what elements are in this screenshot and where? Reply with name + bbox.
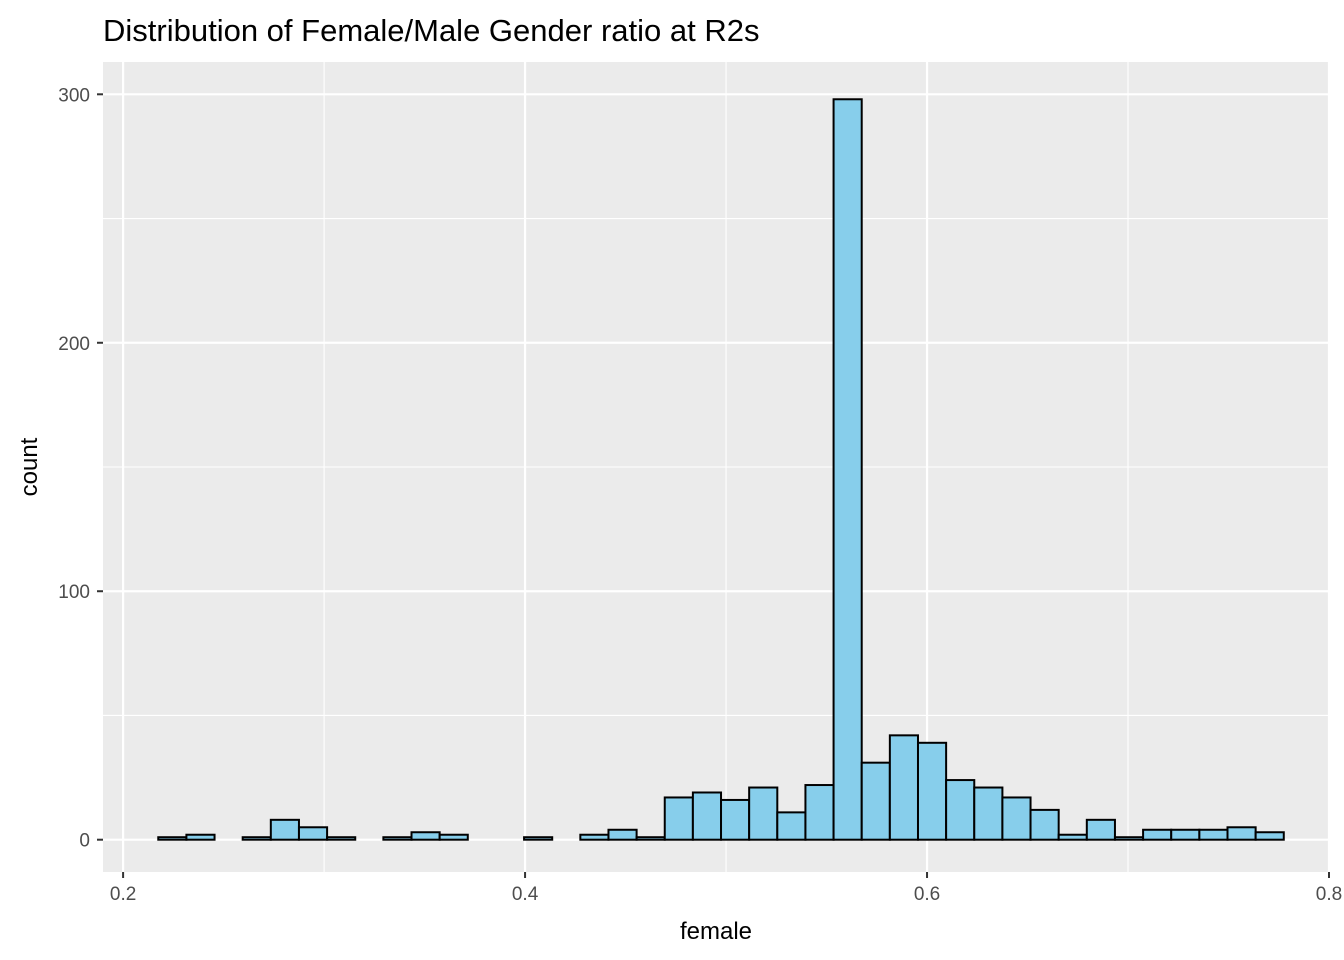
histogram-bar [860,761,891,841]
histogram-bar [382,836,413,841]
x-tick-label: 0.4 [512,884,539,905]
histogram-bar [269,818,300,841]
histogram-bar [1254,831,1285,841]
histogram-bar [691,791,723,841]
histogram-bars [157,98,1285,841]
y-tick-label: 300 [58,85,90,106]
y-axis: 0 100 200 300 [58,85,103,852]
histogram-bar [635,836,666,841]
histogram-bar [1170,828,1201,841]
x-tick-label: 0.6 [914,884,940,905]
histogram-bar [297,826,329,841]
histogram-bar [241,836,272,841]
histogram-bar [157,836,188,841]
histogram-bar [776,811,807,841]
histogram-bar [1142,828,1173,841]
histogram-bar [888,734,919,841]
histogram-bar [748,786,779,841]
histogram-bar [1085,818,1116,841]
y-tick-label: 100 [58,582,90,603]
x-tick-label: 0.2 [110,884,136,905]
histogram-bar [973,786,1004,841]
histogram-bar [185,833,216,841]
y-tick-label: 0 [79,831,90,852]
histogram-bar [1198,828,1229,841]
y-tick-label: 200 [58,334,90,355]
chart-title: Distribution of Female/Male Gender ratio… [103,13,759,48]
x-axis-title: female [680,918,752,945]
x-tick-label: 0.8 [1316,884,1342,905]
histogram-bar [1057,833,1088,841]
histogram-bar [804,784,835,841]
histogram-bar [579,833,610,841]
histogram-bar [945,779,976,841]
histogram-bar [607,828,638,841]
histogram-bar [1226,826,1257,841]
histogram-bar [916,741,948,841]
histogram-bar [720,798,751,841]
x-axis: 0.2 0.4 0.6 0.8 [110,872,1342,905]
minor-gridlines [103,62,1329,872]
histogram-bar [523,836,554,841]
histogram-bar [410,831,441,841]
histogram-bar [438,833,469,841]
histogram-bar [832,98,863,841]
histogram-bar [1029,808,1060,841]
y-axis-title: count [16,437,43,496]
histogram-bar [1113,836,1145,841]
histogram-bar [326,836,357,841]
histogram-bar [663,796,694,841]
histogram-bar [1001,796,1032,841]
